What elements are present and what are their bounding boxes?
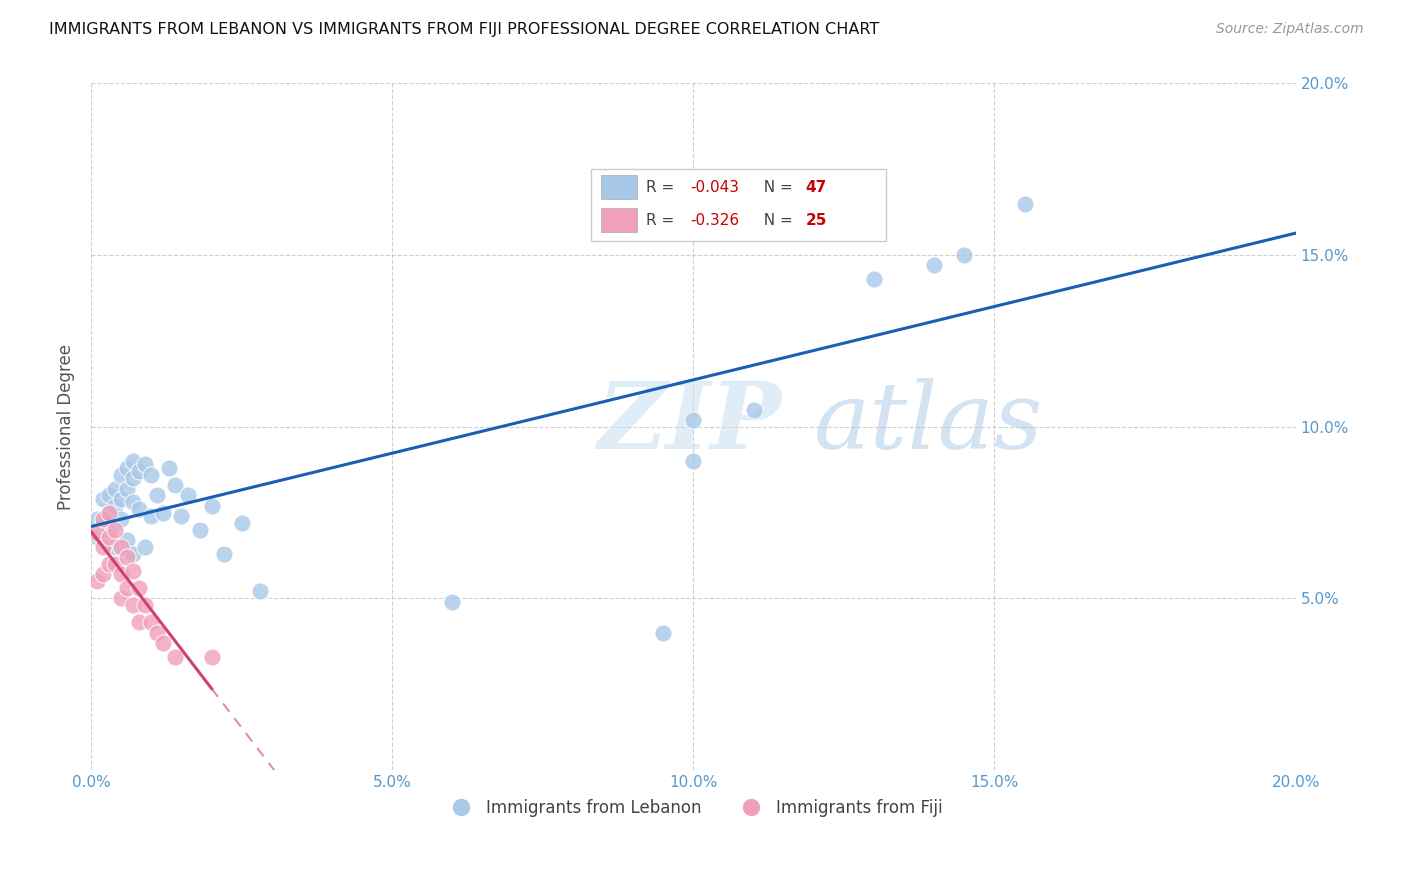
Point [110, 591, 132, 606]
Point [165, 478, 187, 492]
Point [110, 467, 132, 482]
Point [863, 272, 886, 286]
FancyBboxPatch shape [591, 169, 886, 242]
Point [128, 502, 150, 516]
Point [176, 488, 198, 502]
Text: ZIP: ZIP [598, 378, 782, 468]
Text: 47: 47 [806, 179, 827, 194]
Point [110, 491, 132, 506]
Point [104, 499, 127, 513]
Point [91, 491, 114, 506]
Point [128, 615, 150, 630]
Point [922, 259, 945, 273]
Point [803, 224, 825, 238]
Point [122, 599, 145, 613]
Point [134, 458, 156, 472]
Point [86, 574, 108, 589]
Point [141, 508, 163, 523]
Point [141, 615, 163, 630]
Point [98, 506, 121, 520]
Point [86, 526, 108, 541]
Point [152, 636, 174, 650]
Text: IMMIGRANTS FROM LEBANON VS IMMIGRANTS FROM FIJI PROFESSIONAL DEGREE CORRELATION : IMMIGRANTS FROM LEBANON VS IMMIGRANTS FR… [49, 22, 880, 37]
Point [98, 557, 121, 571]
Point [122, 454, 145, 468]
Point [117, 461, 139, 475]
Text: R =: R = [647, 212, 679, 227]
Point [159, 461, 181, 475]
Point [128, 581, 150, 595]
Point [188, 523, 211, 537]
Point [212, 547, 235, 561]
Legend: Immigrants from Lebanon, Immigrants from Fiji: Immigrants from Lebanon, Immigrants from… [437, 792, 949, 823]
Point [122, 564, 145, 578]
Point [200, 499, 222, 513]
Point [104, 482, 127, 496]
Bar [600, 175, 637, 200]
Point [170, 508, 193, 523]
Point [104, 523, 127, 537]
Point [86, 530, 108, 544]
Point [98, 506, 121, 520]
Point [104, 557, 127, 571]
Text: -0.043: -0.043 [690, 179, 738, 194]
Point [110, 512, 132, 526]
Point [146, 488, 169, 502]
Point [146, 625, 169, 640]
Point [117, 482, 139, 496]
Point [91, 567, 114, 582]
Point [91, 516, 114, 530]
Point [91, 540, 114, 554]
Point [441, 595, 464, 609]
Point [141, 467, 163, 482]
Point [117, 533, 139, 547]
Text: atlas: atlas [814, 378, 1043, 468]
Point [165, 649, 187, 664]
Point [134, 540, 156, 554]
Point [104, 540, 127, 554]
Point [98, 530, 121, 544]
Point [652, 625, 675, 640]
Point [742, 402, 765, 417]
Point [110, 540, 132, 554]
Point [122, 471, 145, 485]
Point [98, 523, 121, 537]
Point [231, 516, 253, 530]
Point [122, 547, 145, 561]
Point [134, 599, 156, 613]
Point [682, 413, 704, 427]
Text: N =: N = [754, 212, 797, 227]
Text: Source: ZipAtlas.com: Source: ZipAtlas.com [1216, 22, 1364, 37]
Y-axis label: Professional Degree: Professional Degree [58, 343, 75, 509]
Point [117, 550, 139, 565]
Text: N =: N = [754, 179, 797, 194]
Point [91, 512, 114, 526]
Text: 25: 25 [806, 212, 827, 227]
Text: -0.326: -0.326 [690, 212, 740, 227]
Point [117, 581, 139, 595]
Point [122, 495, 145, 509]
Point [682, 454, 704, 468]
Point [249, 584, 271, 599]
Text: R =: R = [647, 179, 679, 194]
Point [98, 488, 121, 502]
Bar [600, 208, 637, 233]
Point [200, 649, 222, 664]
Point [128, 464, 150, 478]
Point [953, 248, 976, 262]
Point [152, 506, 174, 520]
Point [86, 512, 108, 526]
Point [110, 567, 132, 582]
Point [1014, 196, 1036, 211]
